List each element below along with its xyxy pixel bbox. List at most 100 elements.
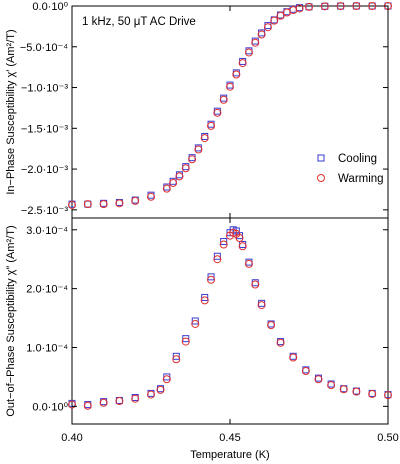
top-point-warming: [352, 2, 361, 10]
legend-marker-warming: [317, 174, 325, 182]
bottom-y-axis-title: Out−of−Phase Susceptibility χ″ (Am²/T): [5, 225, 17, 416]
top-y-axis-title: In−Phase Susceptibility χ′ (Am²/T): [5, 29, 17, 194]
x-tick-label: 0.40: [61, 432, 82, 444]
top-point-warming: [147, 192, 155, 201]
bottom-point-warming: [115, 397, 124, 406]
top-point-warming: [320, 2, 329, 11]
top-y-ticks: 0.0·10⁰ −5.0·10⁻⁴ −1.0·10⁻³ −1.5·10⁻³ −2.0·1…: [20, 1, 389, 218]
top-y-tick-label: −2.0·10⁻³: [21, 164, 68, 176]
x-tick-label: 0.45: [219, 432, 240, 444]
bottom-y-tick-label: 0.0·10⁰: [32, 401, 68, 413]
bottom-point-warming: [181, 337, 190, 346]
bottom-point-warming: [68, 400, 76, 409]
bottom-point-cooling: [191, 317, 199, 325]
bottom-point-warming: [352, 387, 361, 396]
bottom-point-warming: [207, 275, 216, 284]
top-point-warming: [276, 11, 285, 20]
bottom-point-cooling: [220, 238, 228, 246]
top-data-marks: [68, 2, 392, 209]
top-point-warming: [83, 200, 92, 209]
top-y-tick-label: −1.0·10⁻³: [21, 83, 68, 95]
bottom-panel: 0.0·10⁰ 1.0·10⁻⁴ 2.0·10⁻⁴ 3.0·10⁻⁴ 0.40 0.45…: [5, 217, 399, 461]
top-point-warming: [263, 23, 272, 32]
top-point-warming: [131, 196, 140, 205]
top-point-cooling: [84, 200, 92, 208]
bottom-point-warming: [235, 234, 244, 243]
bottom-point-warming: [147, 390, 155, 399]
top-point-warming: [232, 70, 241, 79]
bottom-plot-frame: [71, 217, 389, 425]
top-point-warming: [169, 178, 178, 187]
top-point-warming: [99, 200, 108, 209]
annotation-text: 1 kHz, 50 μT AC Drive: [82, 16, 196, 28]
top-panel: 0.0·10⁰ −5.0·10⁻⁴ −1.0·10⁻³ −1.5·10⁻³ −2.0·1…: [5, 1, 392, 219]
bottom-point-warming: [289, 353, 298, 362]
top-point-warming: [305, 2, 313, 11]
bottom-y-tick-label: 3.0·10⁻⁴: [26, 225, 68, 237]
bottom-point-warming: [200, 296, 209, 305]
bottom-point-warming: [251, 280, 260, 289]
bottom-point-warming: [276, 338, 285, 347]
bottom-point-warming: [156, 385, 165, 394]
bottom-point-warming: [238, 242, 247, 251]
top-y-tick-label: −1.5·10⁻³: [21, 123, 68, 135]
top-point-warming: [251, 38, 260, 47]
top-y-tick-label: −2.5·10⁻³: [21, 205, 68, 217]
legend-marker-cooling: [317, 154, 325, 162]
top-point-warming: [175, 172, 184, 181]
top-point-warming: [295, 4, 304, 13]
top-point-warming: [194, 145, 203, 154]
bottom-point-warming: [384, 391, 392, 400]
legend-label-warming: Warming: [338, 173, 384, 185]
bottom-point-warming: [339, 385, 348, 394]
top-point-cooling: [305, 3, 313, 11]
top-point-warming: [368, 2, 377, 10]
top-point-warming: [244, 48, 253, 57]
top-point-warming: [336, 2, 345, 11]
top-plot-frame: [71, 5, 389, 219]
bottom-point-warming: [99, 398, 108, 407]
bottom-point-warming: [301, 367, 310, 376]
top-point-warming: [207, 121, 216, 130]
bottom-point-warming: [172, 355, 181, 364]
top-point-warming: [68, 200, 76, 209]
bottom-point-warming: [314, 375, 323, 384]
bottom-point-warming: [219, 240, 228, 249]
top-point-warming: [226, 82, 234, 91]
bottom-point-cooling: [213, 252, 221, 260]
bottom-point-cooling: [207, 273, 215, 281]
top-point-warming: [238, 59, 247, 68]
bottom-point-warming: [162, 375, 171, 384]
bottom-y-tick-label: 1.0·10⁻⁴: [26, 342, 68, 354]
bottom-point-warming: [267, 321, 276, 330]
top-point-warming: [270, 16, 279, 25]
top-point-warming: [188, 155, 197, 164]
bottom-point-warming: [83, 401, 92, 410]
bottom-data-marks: [68, 226, 392, 410]
bottom-point-warming: [257, 301, 266, 310]
bottom-point-warming: [327, 381, 336, 390]
bottom-point-warming: [131, 394, 140, 403]
bottom-point-cooling: [172, 352, 180, 360]
bottom-y-tick-label: 2.0·10⁻⁴: [26, 284, 68, 296]
x-axis-title: Temperature (K): [190, 449, 269, 461]
bottom-y-ticks: 0.0·10⁰ 1.0·10⁻⁴ 2.0·10⁻⁴ 3.0·10⁻⁴: [26, 218, 389, 424]
bottom-point-cooling: [201, 293, 209, 301]
legend-label-cooling: Cooling: [338, 153, 377, 165]
top-point-warming: [219, 95, 228, 104]
top-point-warming: [213, 108, 222, 117]
legend: Cooling Warming: [317, 153, 384, 185]
bottom-point-warming: [244, 259, 253, 268]
top-point-warming: [162, 184, 171, 193]
bottom-point-warming: [368, 389, 377, 398]
top-y-tick-label: −5.0·10⁻⁴: [20, 42, 68, 54]
x-tick-label: 0.50: [377, 432, 398, 444]
bottom-point-warming: [213, 255, 222, 264]
x-ticks: 0.40 0.45 0.50: [61, 432, 398, 444]
top-point-warming: [200, 134, 209, 143]
top-y-tick-label: 0.0·10⁰: [32, 1, 68, 13]
top-point-warming: [181, 164, 190, 173]
bottom-point-warming: [191, 319, 200, 328]
top-point-warming: [257, 30, 266, 39]
